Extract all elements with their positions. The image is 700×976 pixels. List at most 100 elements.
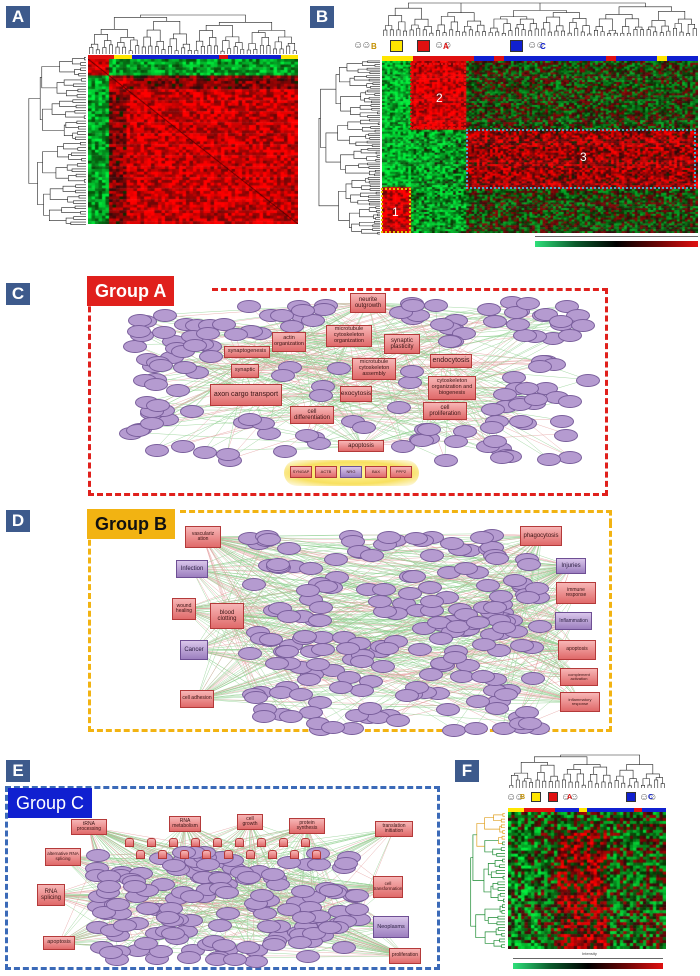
group-a-legend-letter: A [443,42,449,51]
gene-node [149,944,174,958]
panel-f-group-b-icon: ☺☺ [506,792,524,803]
ribosomal-protein-node [279,838,288,847]
gene-node [558,450,583,464]
group-a-legend-swatch [417,40,430,52]
gene-node [183,339,208,353]
process-node: actin organization [272,332,306,352]
gene-node [308,614,333,628]
group-b-title: Group B [87,509,175,539]
gene-node [444,434,469,448]
gene-node [170,440,195,454]
gene-node [165,383,190,397]
process-node: alternative RNA splicing [45,848,81,866]
ribosomal-protein-node [246,850,255,859]
process-node: apoptosis [338,440,384,452]
gene-node [424,298,449,312]
process-node: inflammatory response [560,692,600,712]
panel-f-intensity-scale [513,963,663,969]
gene-node [324,553,349,567]
panel-e-label: E [6,760,30,782]
gene-node [151,325,176,339]
region-2-box [410,63,466,129]
panel-f-scale-axis [513,958,663,959]
gene-node [376,531,401,545]
gene-node [277,855,302,869]
gene-node [144,378,169,392]
gene-node [334,856,359,870]
process-node: synaptic [231,364,259,378]
gene-node [127,325,152,339]
process-node: cell adhesion [180,690,214,708]
group-b-legend-letter: B [371,42,377,51]
gene-node [140,417,165,431]
gene-node [250,888,275,902]
gene-node [480,420,505,434]
process-node: phagocytosis [520,526,562,546]
gene-node [161,859,186,873]
gene-node [99,946,124,960]
gene-node [292,911,317,925]
group-c-network: tRNA processing RNA metabolism cell growth… [5,786,440,970]
process-node: microtubule cytoskeleton organization [326,325,372,347]
ribosomal-protein-node [202,850,211,859]
gene-node [215,448,240,462]
gene-node [518,717,543,731]
process-node: proliferation [389,948,421,964]
gene-node [463,722,488,736]
panel-a-color-bar [88,55,298,59]
gene-node [509,414,534,428]
gene-node [350,683,375,697]
gene-node [429,318,454,332]
gene-node [180,405,205,419]
gene-node [198,349,223,363]
gene-node [311,642,336,656]
gene-node [558,394,583,408]
gene-node [489,450,514,464]
gene-node [516,558,541,572]
gene-node [257,532,282,546]
group-a-person-icon: ☺☺ [434,40,452,51]
gene-node [296,949,321,963]
process-node: cytoskeleton organization and biogenesis [428,376,476,400]
process-node: Cancer [180,640,208,660]
ribosomal-protein-node [312,850,321,859]
panel-f-group-b-letter: B [520,794,526,801]
gene-node [528,619,553,633]
cluster-gene-node: ACTB [315,466,337,478]
group-c-title: Group C [8,788,93,818]
panel-b-intensity-scale [535,241,698,247]
gene-node [397,587,422,601]
panel-f-group-a-icon: ☺☺ [561,792,579,803]
gene-node [440,537,465,551]
ribosomal-protein-node [158,850,167,859]
group-b-person-icon: ☺☺ [353,40,371,51]
group-a-network: neurite outgrowth microtubule cytoskeleto… [88,288,608,496]
panel-f-top-dendrogram [509,754,665,788]
gene-node [514,382,539,396]
gene-node [262,937,287,951]
gene-node [359,548,384,562]
gene-node [122,879,147,893]
ribosomal-protein-node [147,838,156,847]
gene-node [243,955,268,969]
gene-node [309,601,334,615]
panel-b-top-dendrogram [383,2,697,36]
panel-f-red-swatch [548,792,558,802]
ribosomal-protein-node [268,850,277,859]
region-2-label: 2 [436,91,443,105]
region-3-box [466,129,696,189]
region-3-label: 3 [580,150,587,164]
gene-node [214,886,239,900]
ribosomal-protein-node [136,850,145,859]
gene-node [554,428,579,442]
gene-node [512,328,537,342]
gene-node [483,600,508,614]
gene-node [291,884,316,898]
gene-node [351,420,376,434]
gene-node [510,638,535,652]
panel-b-expression-heatmap [382,61,698,233]
panel-b-label: B [310,6,334,28]
gene-node [475,578,500,592]
gene-node [265,558,290,572]
panel-b-color-bar [382,56,698,61]
